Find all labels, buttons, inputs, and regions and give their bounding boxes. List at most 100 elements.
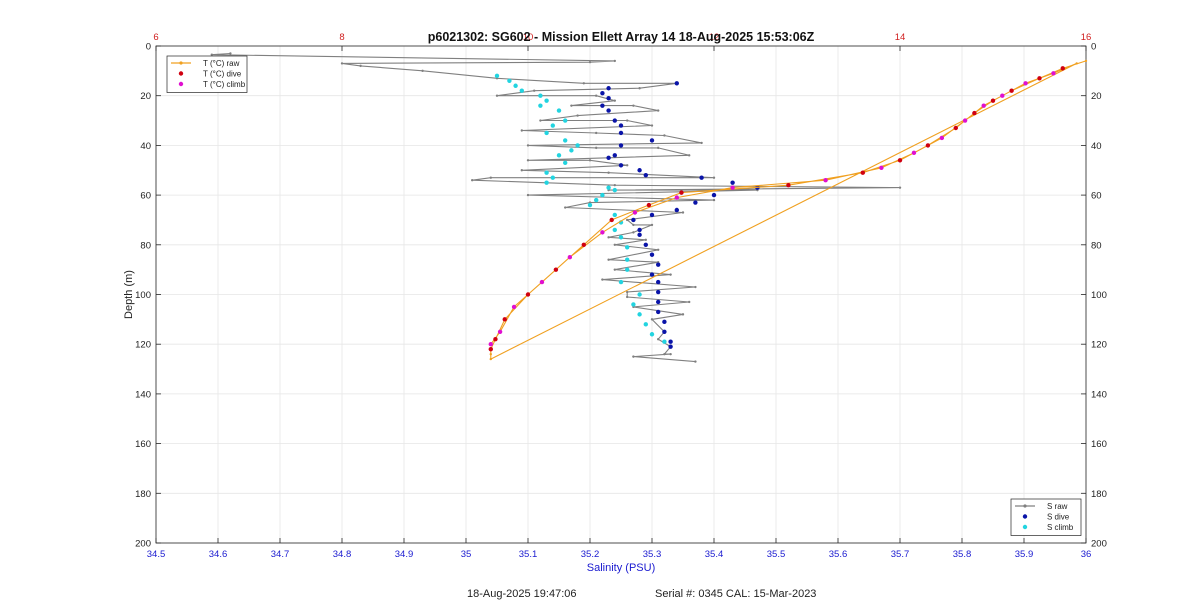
x2-tick-label: 14 [895, 32, 906, 43]
data-point [564, 206, 567, 209]
series-s-raw [210, 52, 902, 363]
data-point [656, 309, 661, 315]
data-point [669, 352, 672, 356]
data-point [644, 238, 647, 242]
legend-label: T (°C) climb [203, 80, 246, 89]
data-point [533, 89, 536, 92]
data-point [526, 193, 530, 197]
data-point [488, 342, 493, 347]
data-point [567, 255, 573, 260]
y-tick-label: 160 [135, 439, 151, 450]
legend-label: S dive [1047, 513, 1070, 522]
data-point [656, 279, 661, 285]
data-point [595, 94, 598, 97]
data-point [618, 123, 624, 128]
data-point [340, 62, 344, 65]
x-tick-label: 34.7 [271, 549, 290, 560]
grid [155, 45, 1087, 544]
data-point [700, 141, 703, 145]
data-point [618, 163, 624, 168]
data-point [669, 273, 672, 276]
x-tick-label: 36 [1081, 549, 1092, 560]
data-point [1023, 81, 1028, 86]
data-point [513, 83, 518, 88]
data-point [897, 158, 903, 163]
data-point [607, 171, 610, 174]
data-point [553, 267, 559, 272]
data-point [656, 299, 661, 305]
data-point [606, 185, 611, 190]
chart-title: p6021302: SG602 - Mission Ellett Array 1… [428, 30, 815, 44]
data-point [601, 278, 604, 281]
y-tick-label-right: 140 [1091, 389, 1107, 400]
series-s-dive [600, 81, 760, 349]
x2-tick-label: 16 [1081, 32, 1092, 43]
data-point [712, 198, 716, 202]
data-point [662, 319, 667, 325]
data-point [657, 338, 660, 341]
data-point [625, 257, 630, 262]
legend-marker [179, 61, 183, 65]
data-point [632, 355, 635, 358]
data-point [618, 235, 624, 240]
data-point [668, 339, 673, 344]
data-point [823, 177, 828, 183]
data-point [612, 187, 617, 193]
data-point [359, 64, 362, 68]
data-point [489, 357, 492, 361]
data-point [497, 329, 503, 334]
data-point [953, 125, 958, 131]
data-point [520, 129, 523, 132]
y-tick-label: 120 [135, 340, 151, 351]
y-tick-label: 100 [135, 290, 151, 301]
data-point [563, 160, 568, 165]
x2-tick-label: 6 [153, 32, 158, 43]
data-point [643, 173, 648, 178]
x2-tick-label: 8 [339, 32, 344, 43]
x-tick-label: 34.6 [209, 549, 228, 560]
data-point [606, 155, 611, 161]
data-point [1051, 71, 1056, 76]
series-t-c-climb [488, 71, 1056, 347]
data-point [637, 232, 642, 238]
data-point [643, 242, 648, 247]
x-tick-label: 35.1 [519, 549, 538, 560]
data-point [556, 108, 562, 113]
data-point [600, 103, 605, 108]
data-point [519, 88, 524, 93]
y-tick-label: 200 [135, 539, 151, 550]
data-point [1084, 59, 1088, 63]
data-point [600, 91, 605, 96]
data-point [656, 262, 661, 267]
data-point [588, 159, 592, 162]
data-point [688, 300, 691, 304]
data-point [544, 180, 549, 185]
data-point [650, 223, 654, 227]
data-point [570, 104, 573, 107]
series-t-c-dive [488, 66, 1065, 352]
data-point [576, 114, 579, 117]
data-point [626, 295, 629, 299]
data-point [632, 210, 638, 215]
data-point [681, 313, 685, 316]
data-point [681, 211, 685, 214]
legend-marker [1022, 514, 1028, 519]
data-point [494, 73, 500, 79]
data-point [588, 60, 592, 64]
data-point [539, 279, 545, 285]
data-point [626, 290, 629, 294]
x-tick-label: 34.9 [395, 549, 414, 560]
legend-label: T (°C) raw [203, 59, 240, 68]
data-point [618, 143, 624, 148]
data-point [650, 124, 654, 127]
data-point [520, 169, 523, 172]
data-point [625, 267, 630, 272]
data-point [649, 252, 655, 257]
data-point [612, 118, 617, 123]
data-point [631, 217, 636, 223]
x-tick-label: 35.4 [705, 549, 724, 560]
x-tick-label: 35 [461, 549, 472, 560]
data-point [962, 118, 968, 123]
y-tick-label: 140 [135, 389, 151, 400]
